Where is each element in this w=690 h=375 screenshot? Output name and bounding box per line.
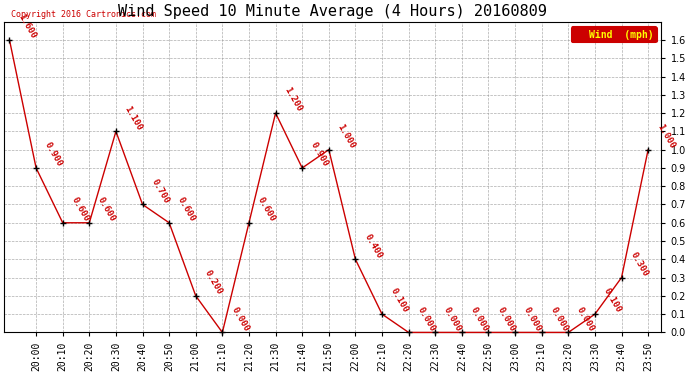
Text: 0.000: 0.000	[469, 305, 490, 333]
Text: 0.100: 0.100	[389, 287, 410, 315]
Text: 0.200: 0.200	[203, 269, 224, 297]
Text: 0.600: 0.600	[97, 196, 117, 223]
Text: 0.300: 0.300	[629, 251, 650, 278]
Text: 0.000: 0.000	[495, 305, 517, 333]
Legend: Wind  (mph): Wind (mph)	[571, 27, 657, 42]
Text: Copyright 2016 Cartronics.com: Copyright 2016 Cartronics.com	[11, 10, 156, 19]
Text: 1.600: 1.600	[17, 13, 38, 40]
Text: 0.900: 0.900	[309, 141, 331, 168]
Text: 1.000: 1.000	[336, 123, 357, 150]
Text: 0.000: 0.000	[229, 305, 250, 333]
Text: 1.200: 1.200	[282, 86, 304, 114]
Text: 0.600: 0.600	[256, 196, 277, 223]
Text: 0.100: 0.100	[602, 287, 623, 315]
Text: 1.000: 1.000	[655, 123, 676, 150]
Text: 0.000: 0.000	[415, 305, 437, 333]
Text: 0.600: 0.600	[70, 196, 91, 223]
Text: 0.900: 0.900	[43, 141, 64, 168]
Text: 0.000: 0.000	[549, 305, 570, 333]
Text: 1.100: 1.100	[123, 104, 144, 132]
Text: 0.000: 0.000	[575, 305, 596, 333]
Text: 0.000: 0.000	[442, 305, 464, 333]
Text: 0.600: 0.600	[176, 196, 197, 223]
Text: 0.400: 0.400	[362, 232, 384, 260]
Title: Wind Speed 10 Minute Average (4 Hours) 20160809: Wind Speed 10 Minute Average (4 Hours) 2…	[119, 4, 547, 19]
Text: 0.700: 0.700	[150, 177, 170, 205]
Text: 0.000: 0.000	[522, 305, 543, 333]
